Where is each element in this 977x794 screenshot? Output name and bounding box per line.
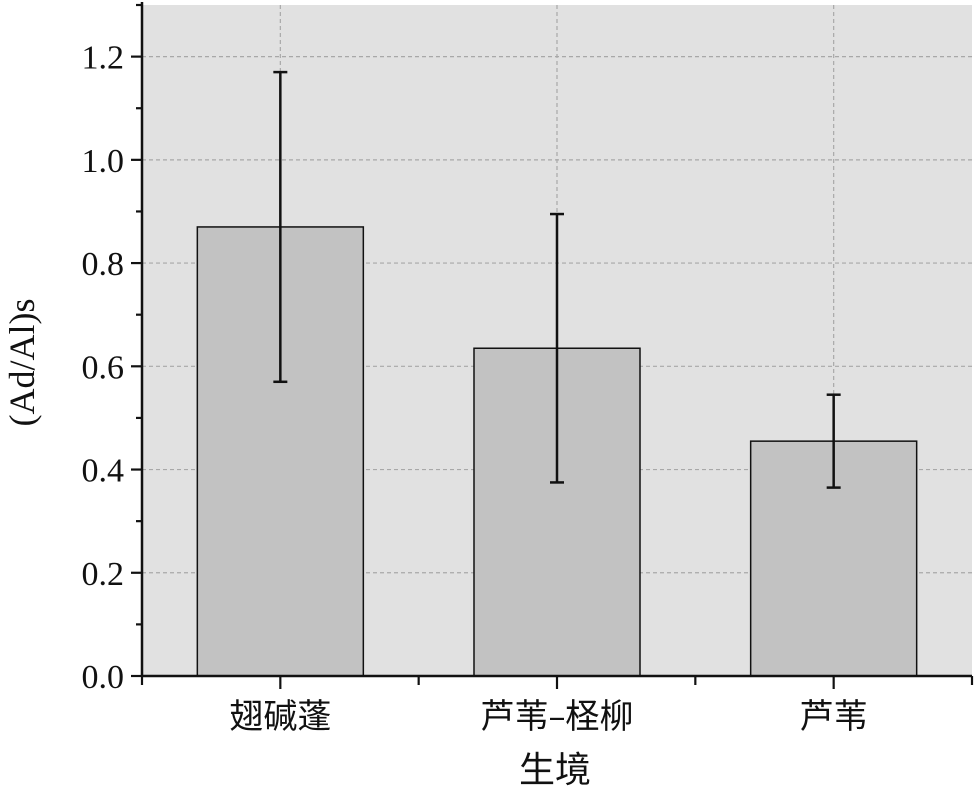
error-bars [273, 70, 841, 489]
y-tick-label-5: 1.0 [82, 143, 125, 180]
y-tick-label-3: 0.6 [82, 349, 125, 386]
y-tick-label-6: 1.2 [82, 40, 125, 77]
x-axis-title: 生境 [519, 750, 591, 790]
x-tick-label-1: 芦苇–柽柳 [481, 697, 634, 737]
x-tick-label-2: 芦苇 [800, 697, 868, 737]
x-tick-labels: 翅碱蓬 芦苇–柽柳 芦苇 [229, 697, 867, 737]
x-tick-label-0: 翅碱蓬 [229, 697, 331, 737]
y-tick-label-2: 0.4 [82, 453, 125, 490]
y-tick-label-0: 0.0 [82, 659, 125, 696]
y-tick-labels: 0.0 0.2 0.4 0.6 0.8 1.0 1.2 [82, 40, 125, 696]
bar-1 [473, 347, 641, 677]
y-axis-title: (Ad/Al)s [2, 299, 42, 427]
tick-marks [131, 3, 974, 689]
y-tick-label-4: 0.8 [82, 246, 125, 283]
y-tick-label-1: 0.2 [82, 556, 125, 593]
